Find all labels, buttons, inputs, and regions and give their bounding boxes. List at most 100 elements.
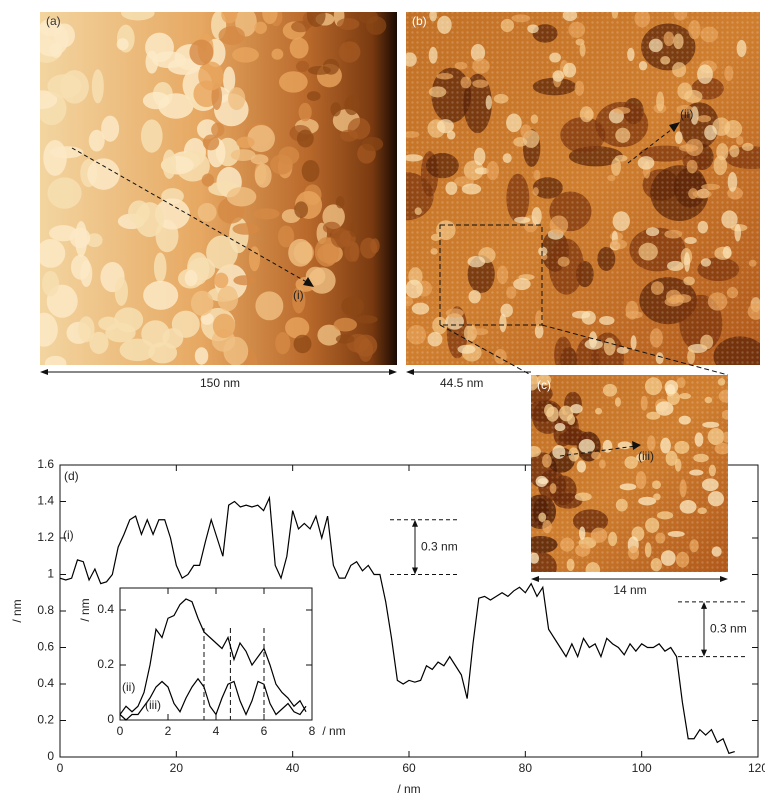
texture xyxy=(341,296,364,317)
x-axis-label: / nm xyxy=(397,782,420,796)
texture xyxy=(162,149,177,179)
texture xyxy=(356,315,378,324)
texture xyxy=(201,173,215,187)
x-tick-label: 60 xyxy=(402,761,416,775)
texture xyxy=(330,228,351,248)
annotation-label: 0.3 nm xyxy=(710,621,747,635)
arrow-head xyxy=(632,441,641,450)
texture xyxy=(322,58,340,75)
texture xyxy=(335,334,355,344)
texture xyxy=(306,91,321,101)
annotation-label: 0.3 nm xyxy=(421,539,458,553)
profile-chart: 0 20 40 60 80 100 12000.20.40.60.811.21.41.6/ … xyxy=(10,457,765,796)
scale-label: 44.5 nm xyxy=(440,376,483,390)
panel-label: (b) xyxy=(412,14,427,28)
texture xyxy=(288,238,313,267)
x-tick-label: 120 xyxy=(748,761,765,775)
texture xyxy=(119,338,156,362)
texture xyxy=(330,102,341,117)
texture xyxy=(228,87,246,111)
texture xyxy=(358,338,373,362)
texture xyxy=(247,125,275,153)
texture xyxy=(293,334,312,354)
texture xyxy=(91,69,104,104)
arrow-head xyxy=(389,369,397,375)
x-tick-label: 2 xyxy=(165,724,172,738)
y-tick-label: 0.2 xyxy=(37,713,54,727)
arrow-head xyxy=(406,369,414,375)
texture xyxy=(167,58,201,75)
texture xyxy=(200,312,214,325)
texture xyxy=(116,38,129,51)
texture xyxy=(114,277,128,306)
texture xyxy=(232,223,260,235)
texture xyxy=(189,39,214,66)
texture xyxy=(89,331,109,354)
texture xyxy=(254,163,272,188)
y-tick-label: 0.4 xyxy=(97,602,114,616)
x-tick-label: 6 xyxy=(261,724,268,738)
texture xyxy=(531,375,728,572)
texture xyxy=(190,290,214,316)
texture xyxy=(291,21,310,33)
data-line xyxy=(59,495,735,755)
texture xyxy=(336,18,360,30)
scale-label: 150 nm xyxy=(200,376,240,390)
texture xyxy=(275,332,291,355)
arrow-head xyxy=(303,277,314,287)
texture xyxy=(40,312,58,347)
texture xyxy=(232,47,259,63)
texture xyxy=(338,41,361,63)
texture xyxy=(88,129,105,152)
x-tick-label: 0 xyxy=(57,761,64,775)
texture xyxy=(223,66,236,94)
profile-label: (ii) xyxy=(680,107,693,121)
texture xyxy=(233,275,256,286)
texture xyxy=(289,37,309,59)
arrow-head xyxy=(720,576,728,582)
texture xyxy=(361,136,384,152)
zoom-line xyxy=(439,324,532,376)
series-label: (ii) xyxy=(122,680,135,694)
x-tick-label: 0 xyxy=(117,724,124,738)
texture xyxy=(212,313,236,339)
y-axis-label: / nm xyxy=(78,598,92,621)
texture xyxy=(305,266,326,286)
x-tick-label: 80 xyxy=(519,761,533,775)
panel-label: (d) xyxy=(64,469,79,483)
texture xyxy=(101,115,120,142)
y-tick-label: 0 xyxy=(107,712,114,726)
texture xyxy=(78,316,95,343)
texture xyxy=(141,320,170,348)
texture xyxy=(255,291,284,321)
texture xyxy=(47,177,82,209)
texture xyxy=(211,122,225,137)
scale-label: 14 nm xyxy=(613,583,646,597)
texture xyxy=(105,322,136,343)
texture xyxy=(49,146,84,159)
x-axis-label: / nm xyxy=(322,724,345,738)
series-label: (i) xyxy=(63,528,74,542)
data-line xyxy=(119,677,307,721)
texture xyxy=(202,134,220,151)
x-tick-label: 20 xyxy=(170,761,184,775)
texture xyxy=(292,286,306,314)
profile-line xyxy=(559,445,637,457)
data-line xyxy=(119,598,307,715)
zoom-box xyxy=(439,224,543,326)
texture xyxy=(206,235,238,270)
texture xyxy=(314,237,339,267)
profile-line xyxy=(627,125,677,164)
texture xyxy=(277,225,295,248)
texture xyxy=(40,239,66,268)
x-tick-label: 40 xyxy=(286,761,300,775)
texture xyxy=(298,102,312,122)
texture xyxy=(370,238,380,254)
profile-label: (i) xyxy=(293,288,304,302)
texture xyxy=(217,285,239,312)
texture xyxy=(333,317,357,332)
texture xyxy=(184,270,198,287)
texture xyxy=(197,203,217,222)
y-tick-label: 0 xyxy=(47,749,54,763)
